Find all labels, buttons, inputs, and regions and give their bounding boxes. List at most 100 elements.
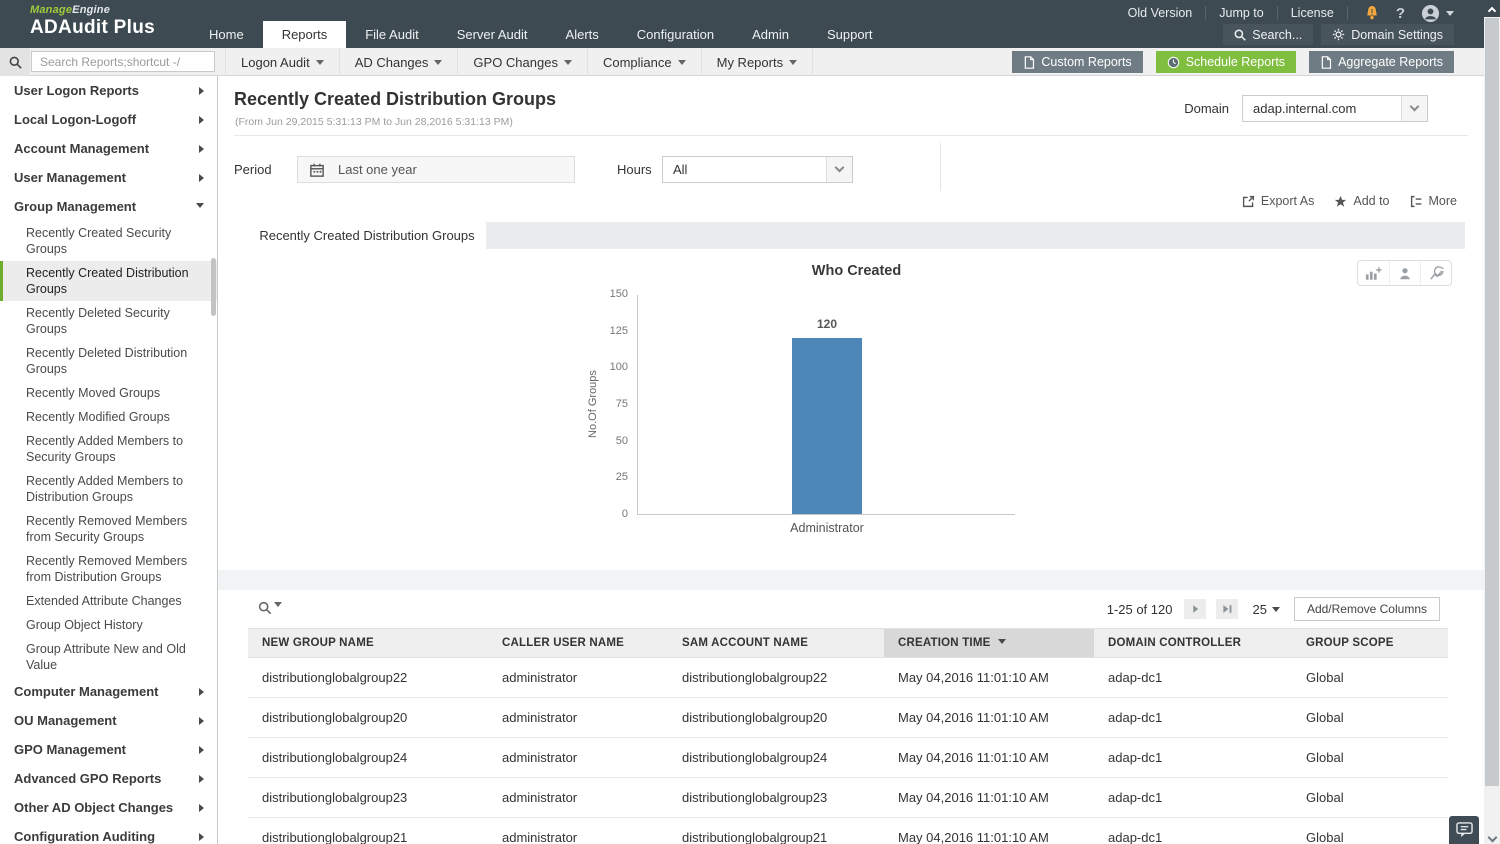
- search-reports-input[interactable]: [31, 51, 215, 72]
- nav-tab-alerts[interactable]: Alerts: [565, 27, 599, 42]
- user-summary-icon[interactable]: [1389, 261, 1420, 285]
- last-page-button[interactable]: [1216, 599, 1239, 619]
- sidebar-item-recently-modified-groups[interactable]: Recently Modified Groups: [26, 410, 170, 424]
- column-header-sam-account-name[interactable]: SAM ACCOUNT NAME: [668, 628, 884, 658]
- next-page-button[interactable]: [1184, 599, 1207, 619]
- sidebar-item-recently-removed-members-from-security-groups[interactable]: Recently Removed Members from Security G…: [26, 514, 188, 544]
- chevron-right-icon: [199, 716, 204, 725]
- column-header-group-scope[interactable]: GROUP SCOPE: [1292, 628, 1448, 658]
- export-as-button[interactable]: Export As: [1242, 194, 1314, 208]
- chevron-down-icon: [826, 157, 852, 182]
- scroll-down-arrow[interactable]: [1484, 832, 1500, 843]
- page-scrollbar[interactable]: [1484, 0, 1500, 844]
- menu-my-reports[interactable]: My Reports: [702, 48, 814, 76]
- notification-bell-icon[interactable]: [1364, 5, 1380, 21]
- sidebar-item-recently-created-distribution-groups[interactable]: Recently Created Distribution Groups: [0, 261, 217, 301]
- sidebar-category-other-ad-object-changes[interactable]: Other AD Object Changes: [0, 793, 217, 822]
- scroll-up-arrow[interactable]: [1484, 0, 1500, 17]
- nav-tab-admin[interactable]: Admin: [752, 27, 789, 42]
- sidebar-category-configuration-auditing[interactable]: Configuration Auditing: [0, 822, 217, 844]
- menu-logon-audit[interactable]: Logon Audit: [225, 48, 340, 76]
- bar-administrator[interactable]: [792, 338, 862, 514]
- table-controls: 1-25 of 120 25 Add/Remove Columns: [248, 590, 1448, 628]
- global-search-button[interactable]: Search...: [1223, 24, 1314, 45]
- chart-panel: Who Created No.Of Groups 0 25 50 75 100 125 150…: [248, 249, 1465, 570]
- table-row[interactable]: distributionglobalgroup22 administrator di…: [248, 657, 1448, 698]
- custom-reports-button[interactable]: Custom Reports: [1012, 51, 1143, 73]
- sidebar-item-recently-deleted-distribution-groups[interactable]: Recently Deleted Distribution Groups: [26, 346, 188, 376]
- sort-descending-icon: [998, 639, 1007, 644]
- report-table-section: 1-25 of 120 25 Add/Remove Columns NEW GR…: [248, 590, 1448, 844]
- sidebar-item-recently-created-security-groups[interactable]: Recently Created Security Groups: [26, 226, 172, 256]
- chevron-down-icon: [789, 59, 798, 65]
- sidebar-category-account-management[interactable]: Account Management: [0, 134, 217, 163]
- y-axis-tick: 50: [615, 434, 628, 447]
- hours-select[interactable]: All: [662, 156, 853, 183]
- feedback-chat-button[interactable]: [1449, 816, 1479, 844]
- column-header-creation-time[interactable]: CREATION TIME: [884, 628, 1094, 658]
- aggregate-reports-button[interactable]: Aggregate Reports: [1309, 51, 1454, 73]
- scrollbar-thumb[interactable]: [1485, 18, 1499, 786]
- table-search-icon[interactable]: [258, 601, 282, 615]
- domain-settings-button[interactable]: Domain Settings: [1321, 24, 1454, 45]
- column-header-new-group-name[interactable]: NEW GROUP NAME: [248, 628, 488, 658]
- sidebar-category-advanced-gpo-reports[interactable]: Advanced GPO Reports: [0, 764, 217, 793]
- column-header-caller-user-name[interactable]: CALLER USER NAME: [488, 628, 668, 658]
- brand-logo: ManageEngine ADAudit Plus: [30, 4, 155, 39]
- sidebar-category-computer-management[interactable]: Computer Management: [0, 677, 217, 706]
- column-header-domain-controller[interactable]: DOMAIN CONTROLLER: [1094, 628, 1292, 658]
- add-chart-icon[interactable]: [1358, 261, 1389, 285]
- page-size-select[interactable]: 25: [1252, 602, 1280, 617]
- chart-refresh-icon[interactable]: [1420, 261, 1451, 285]
- table-cell: adap-dc1: [1094, 777, 1292, 818]
- nav-tab-server-audit[interactable]: Server Audit: [456, 27, 528, 42]
- sidebar-category-gpo-management[interactable]: GPO Management: [0, 735, 217, 764]
- domain-select[interactable]: adap.internal.com: [1242, 95, 1428, 122]
- sidebar-category-user-management[interactable]: User Management: [0, 163, 217, 192]
- utility-link-jump-to[interactable]: Jump to: [1206, 6, 1278, 20]
- sidebar-item-recently-moved-groups[interactable]: Recently Moved Groups: [26, 386, 161, 400]
- table-cell: administrator: [488, 697, 668, 738]
- nav-tab-configuration[interactable]: Configuration: [636, 27, 715, 42]
- table-row[interactable]: distributionglobalgroup20 administrator di…: [248, 697, 1448, 738]
- sidebar-scrollbar-thumb[interactable]: [211, 258, 216, 316]
- chart-toolbar: [1357, 260, 1452, 286]
- sidebar-item-recently-added-members-to-security-groups[interactable]: Recently Added Members to Security Group…: [26, 434, 184, 464]
- utility-link-license[interactable]: License: [1278, 6, 1348, 20]
- menu-gpo-changes[interactable]: GPO Changes: [458, 48, 588, 76]
- table-row[interactable]: distributionglobalgroup21 administrator di…: [248, 817, 1448, 844]
- sidebar-item-group-object-history[interactable]: Group Object History: [26, 618, 143, 632]
- sidebar-category-ou-management[interactable]: OU Management: [0, 706, 217, 735]
- utility-link-old-version[interactable]: Old Version: [1115, 6, 1207, 20]
- search-icon[interactable]: [0, 48, 30, 76]
- sidebar-item-recently-added-members-to-distribution-groups[interactable]: Recently Added Members to Distribution G…: [26, 474, 184, 504]
- sidebar-item-recently-removed-members-from-distribution-groups[interactable]: Recently Removed Members from Distributi…: [26, 554, 188, 584]
- table-row[interactable]: distributionglobalgroup23 administrator di…: [248, 777, 1448, 818]
- period-picker[interactable]: Last one year: [297, 156, 575, 183]
- schedule-reports-button[interactable]: Schedule Reports: [1155, 51, 1297, 73]
- table-row[interactable]: distributionglobalgroup24 administrator di…: [248, 737, 1448, 778]
- more-button[interactable]: More: [1410, 194, 1457, 208]
- help-icon[interactable]: ?: [1395, 4, 1405, 22]
- add-to-button[interactable]: Add to: [1334, 194, 1390, 208]
- period-label: Period: [234, 162, 272, 177]
- header-actions: Search... Domain Settings: [1223, 24, 1454, 45]
- report-tab-strip: Recently Created Distribution Groups: [248, 222, 1465, 249]
- sidebar-category-local-logon-logoff[interactable]: Local Logon-Logoff: [0, 105, 217, 134]
- sidebar-category-group-management[interactable]: Group Management: [0, 192, 217, 221]
- pagination-range: 1-25 of 120: [1106, 601, 1173, 617]
- sidebar-item-recently-deleted-security-groups[interactable]: Recently Deleted Security Groups: [26, 306, 170, 336]
- nav-tab-home[interactable]: Home: [209, 27, 244, 42]
- nav-tab-support[interactable]: Support: [826, 27, 873, 42]
- add-remove-columns-button[interactable]: Add/Remove Columns: [1293, 597, 1440, 621]
- sidebar-category-user-logon-reports[interactable]: User Logon Reports: [0, 76, 217, 105]
- nav-tab-file-audit[interactable]: File Audit: [365, 27, 419, 42]
- sidebar-item-extended-attribute-changes[interactable]: Extended Attribute Changes: [26, 594, 182, 608]
- sidebar-item-group-attribute-new-and-old-value[interactable]: Group Attribute New and Old Value: [26, 642, 186, 672]
- menu-compliance[interactable]: Compliance: [588, 48, 702, 76]
- bar-value-label: 120: [816, 317, 838, 331]
- nav-tab-reports[interactable]: Reports: [262, 21, 347, 48]
- user-account-icon[interactable]: [1421, 4, 1454, 23]
- menu-ad-changes[interactable]: AD Changes: [340, 48, 459, 76]
- tab-recently-created-distribution-groups[interactable]: Recently Created Distribution Groups: [248, 222, 486, 249]
